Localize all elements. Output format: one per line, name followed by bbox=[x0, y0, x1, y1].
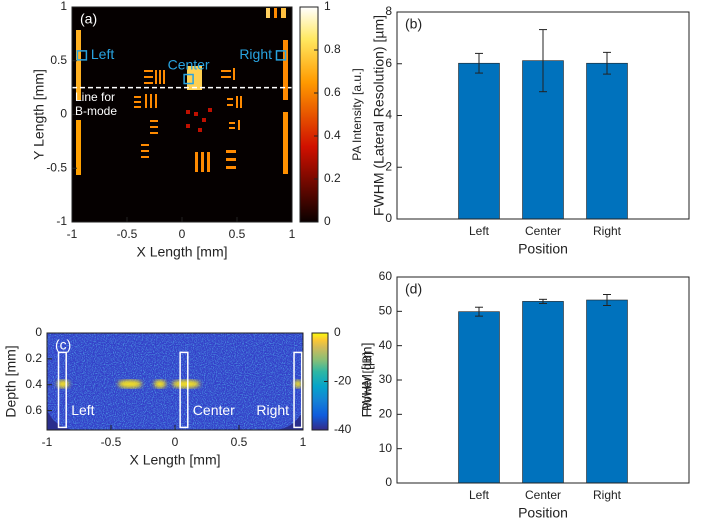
y-tick-label: 0 bbox=[385, 475, 392, 489]
y-tick-label: 50 bbox=[379, 304, 393, 318]
x-tick-label: 0 bbox=[172, 435, 179, 449]
y-tick-label: 0.5 bbox=[50, 53, 67, 67]
x-tick-label: Center bbox=[525, 224, 561, 238]
x-tick-label: -1 bbox=[67, 227, 78, 241]
x-tick-label: 0.5 bbox=[229, 227, 246, 241]
bar bbox=[586, 62, 628, 220]
y-axis-label: Y Length [mm] bbox=[31, 69, 47, 160]
y-tick-label: 6 bbox=[385, 56, 392, 70]
y-axis-label: FWHM (Lateral Resolution) [µm] bbox=[371, 15, 387, 216]
bar bbox=[522, 301, 564, 484]
panel-label: (a) bbox=[80, 11, 97, 27]
colorbar-tick-label: 0.8 bbox=[324, 42, 341, 56]
y-tick-label: 8 bbox=[385, 4, 392, 18]
plot-frame bbox=[71, 6, 293, 223]
x-tick-label: Left bbox=[469, 224, 490, 238]
region-label: Right bbox=[239, 46, 272, 62]
x-axis-label: X Length [mm] bbox=[129, 452, 220, 468]
x-tick-label: Center bbox=[525, 488, 561, 502]
colorbar bbox=[299, 6, 319, 223]
y-axis-label: Depth [mm] bbox=[3, 345, 19, 417]
y-tick-label: 30 bbox=[379, 372, 393, 386]
bar bbox=[586, 299, 628, 484]
y-tick-label: 2 bbox=[385, 159, 392, 173]
bar bbox=[458, 62, 500, 220]
colorbar-tick-label: 1 bbox=[324, 0, 331, 13]
plot-frame bbox=[396, 11, 690, 220]
x-tick-label: 1 bbox=[300, 435, 307, 449]
x-tick-label: Right bbox=[593, 224, 622, 238]
y-tick-label: -1 bbox=[56, 214, 67, 228]
y-tick-label: 20 bbox=[379, 407, 393, 421]
region-label: Right bbox=[256, 402, 289, 418]
colorbar-tick-label: 0 bbox=[324, 214, 331, 228]
bar bbox=[458, 311, 500, 484]
y-tick-label: 0 bbox=[60, 107, 67, 121]
y-tick-label: 0.4 bbox=[25, 377, 42, 391]
y-tick-label: 1 bbox=[60, 0, 67, 13]
region-box bbox=[183, 73, 194, 85]
y-tick-label: 4 bbox=[385, 108, 392, 122]
colorbar-tick-label: 0.6 bbox=[324, 85, 341, 99]
panel-label: (b) bbox=[405, 16, 422, 32]
y-tick-label: 40 bbox=[379, 338, 393, 352]
y-axis-label: FWHM [µm] bbox=[359, 343, 375, 418]
x-tick-label: 1 bbox=[289, 227, 296, 241]
bmode-image bbox=[47, 333, 303, 430]
region-label: Left bbox=[91, 46, 114, 62]
x-tick-label: -0.5 bbox=[101, 435, 122, 449]
colorbar-tick-label: 0.4 bbox=[324, 128, 341, 142]
colorbar-tick-label: 0 bbox=[334, 325, 341, 339]
colorbar-tick-label: 0.2 bbox=[324, 171, 341, 185]
region-box bbox=[76, 50, 88, 61]
x-axis-label: Position bbox=[518, 241, 568, 257]
y-tick-label: 0.2 bbox=[25, 351, 42, 365]
region-box bbox=[293, 351, 303, 429]
y-tick-label: 0.6 bbox=[25, 403, 42, 417]
x-tick-label: Right bbox=[593, 488, 622, 502]
region-box bbox=[275, 50, 287, 61]
panel-label: (d) bbox=[405, 281, 422, 297]
panel-label: (c) bbox=[55, 337, 71, 353]
b-mode-line-label: B-mode bbox=[75, 104, 117, 118]
x-tick-label: 0.5 bbox=[231, 435, 248, 449]
x-tick-label: -0.5 bbox=[117, 227, 138, 241]
y-tick-label: 10 bbox=[379, 441, 393, 455]
y-tick-label: -0.5 bbox=[46, 160, 67, 174]
x-tick-label: 0 bbox=[179, 227, 186, 241]
colorbar-tick-label: -20 bbox=[334, 374, 352, 388]
region-label: Center bbox=[193, 402, 235, 418]
y-tick-label: 60 bbox=[379, 269, 393, 283]
y-tick-label: 0 bbox=[35, 325, 42, 339]
plot-frame bbox=[396, 276, 690, 484]
b-mode-line-label: Line for bbox=[75, 90, 115, 104]
region-box bbox=[57, 351, 67, 429]
region-label: Center bbox=[168, 57, 210, 73]
region-box bbox=[179, 351, 189, 429]
colorbar-tick-label: -40 bbox=[334, 422, 352, 436]
x-axis-label: X Length [mm] bbox=[136, 244, 227, 260]
colorbar-label: PA Intensity [a.u.] bbox=[350, 68, 364, 161]
x-axis-label: Position bbox=[518, 505, 568, 520]
x-tick-label: -1 bbox=[42, 435, 53, 449]
pa-image bbox=[72, 7, 292, 222]
x-tick-label: Left bbox=[469, 488, 490, 502]
y-tick-label: 0 bbox=[385, 211, 392, 225]
plot-frame bbox=[46, 332, 304, 431]
colorbar-label: Power [dB] bbox=[360, 352, 374, 411]
region-label: Left bbox=[71, 402, 94, 418]
